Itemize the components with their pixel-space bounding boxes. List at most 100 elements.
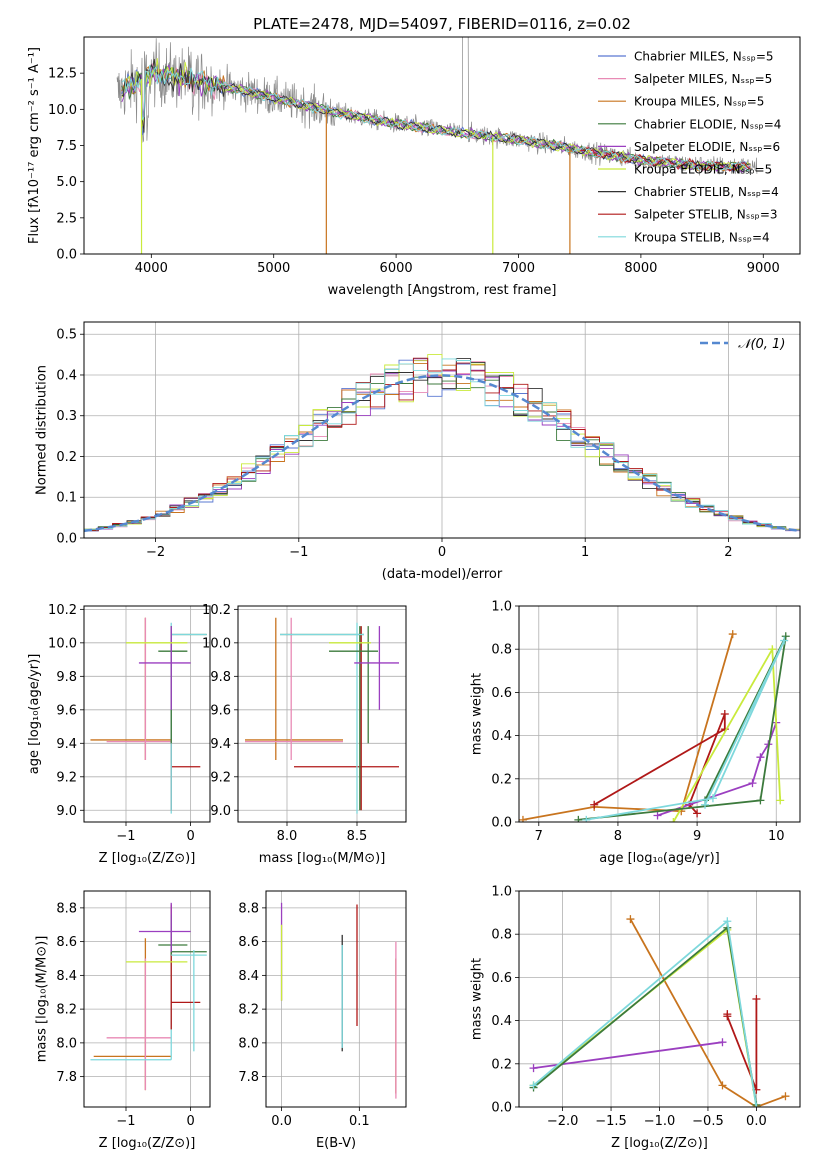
y-tick-label: 8.4	[238, 969, 259, 984]
mass-weight-line	[533, 1041, 723, 1069]
y-tick-label: 12.5	[48, 67, 77, 82]
y-tick-label: 0.5	[56, 328, 77, 343]
x-axis-label: (data-model)/error	[382, 567, 503, 582]
y-axis-label: age [log₁₀(age/yr)]	[27, 654, 42, 775]
y-tick-label: 9.0	[56, 804, 77, 819]
y-tick-label: 8.6	[238, 935, 259, 950]
mass-weight-marker	[718, 1081, 727, 1090]
axes-frame	[518, 890, 801, 1108]
axes-frame	[83, 605, 211, 823]
y-tick-label: 9.2	[56, 770, 77, 785]
x-tick-label: 9000	[747, 261, 780, 276]
mass-weight-marker	[768, 645, 777, 654]
plot-area-age_vs_mass	[245, 617, 399, 814]
x-tick-label: 0	[186, 1114, 194, 1129]
y-tick-label: 0.8	[491, 928, 512, 943]
y-tick-label: 0.0	[491, 1101, 512, 1116]
plot-area-mass_vs_Z	[90, 902, 207, 1091]
legend-label: Chabrier STELIB, Nₛₛₚ=4	[634, 185, 779, 199]
x-axis-label: mass [log₁₀(M/M⊙)]	[259, 851, 386, 866]
legend-label: Salpeter STELIB, Nₛₛₚ=3	[634, 208, 778, 222]
y-tick-label: 8.0	[56, 1036, 77, 1051]
x-tick-label: 8	[614, 829, 622, 844]
panel-age_vs_mass: 8.0 8.5 9.0 9.2 9.4 9.6 9.8 10.0 10.2 mass [log₁₀…	[202, 603, 407, 866]
panel-mass_weight_vs_Z: −2.0 −1.5 −1.0 −0.5 0.0 0.0 0.2 0.4 0.6 0.8 1.0 Z […	[470, 885, 801, 1151]
plot-area-age_vs_Z	[90, 617, 207, 814]
y-tick-label: 8.2	[56, 1003, 77, 1018]
x-tick-label: 0.0	[746, 1114, 767, 1129]
legend-label: Chabrier ELODIE, Nₛₛₚ=4	[634, 117, 781, 131]
y-tick-label: 9.6	[210, 703, 231, 718]
y-axis-label: mass weight	[470, 958, 485, 1040]
legend-label: Salpeter MILES, Nₛₛₚ=5	[634, 72, 772, 86]
y-tick-label: 10.2	[202, 603, 231, 618]
y-tick-label: 8.0	[238, 1036, 259, 1051]
mass-weight-marker	[701, 800, 710, 809]
x-tick-label: 0.0	[271, 1114, 292, 1129]
model-spectrum-line	[121, 64, 751, 172]
axes-frame	[518, 605, 801, 823]
y-tick-label: 0.8	[491, 643, 512, 658]
x-tick-label: 0.1	[349, 1114, 370, 1129]
x-tick-label: −1.5	[595, 1114, 627, 1129]
y-tick-label: 1.0	[491, 600, 512, 615]
panel-spectrum: 4000 5000 6000 7000 8000 9000 0.0 2.5 5.0 7.5 10.0…	[27, 36, 801, 298]
y-tick-label: 8.4	[56, 969, 77, 984]
legend-label: Salpeter ELODIE, Nₛₛₚ=6	[634, 140, 780, 154]
y-tick-label: 0.6	[491, 686, 512, 701]
panel-mass_weight_vs_age: 7 8 9 10 0.0 0.2 0.4 0.6 0.8 1.0 age [log₁₀(age/yr…	[470, 600, 801, 866]
y-tick-label: 9.8	[56, 670, 77, 685]
y-tick-label: 7.8	[238, 1070, 259, 1085]
mass-weight-marker	[728, 630, 737, 639]
legend-label: 𝒩(0, 1)	[738, 337, 785, 352]
x-tick-label: 8.5	[347, 829, 368, 844]
y-tick-label: 1.0	[491, 885, 512, 900]
panel-age_vs_Z: −1 0 9.0 9.2 9.4 9.6 9.8 10.0 10.2 Z [log₁₀(Z/Z⊙)…	[27, 603, 211, 866]
mass-weight-marker	[590, 800, 599, 809]
y-axis-label: Normed distribution	[35, 365, 50, 495]
x-axis-label: E(B-V)	[316, 1136, 356, 1151]
mass-weight-marker	[756, 753, 765, 762]
x-tick-label: 8.0	[277, 829, 298, 844]
axes-frame	[83, 36, 801, 255]
y-tick-label: 0.6	[491, 971, 512, 986]
panel-mass_vs_Z: −1 0 7.8 8.0 8.2 8.4 8.6 8.8 Z [log₁₀(Z/Z⊙)] mass…	[35, 890, 211, 1151]
mass-weight-marker	[582, 815, 591, 822]
plot-area-mass_weight_vs_age	[519, 630, 790, 822]
x-tick-label: −1	[116, 1114, 135, 1129]
x-tick-label: 5000	[257, 261, 290, 276]
x-tick-label: 0	[186, 829, 194, 844]
mass-weight-marker	[519, 815, 527, 822]
mass-weight-marker	[723, 1012, 732, 1021]
y-tick-label: 5.0	[56, 175, 77, 190]
plots-layer: 4000 5000 6000 7000 8000 90000.02.55.07.510.0…	[27, 36, 801, 1151]
y-tick-label: 9.4	[210, 737, 231, 752]
mass-weight-line	[629, 918, 786, 1107]
y-tick-label: 0.2	[491, 1057, 512, 1072]
mass-weight-line	[586, 640, 786, 821]
mass-weight-marker	[756, 796, 765, 805]
axes-frame	[83, 321, 801, 539]
panel-residual_hist: −2 −1 0 1 2 0.0 0.1 0.2 0.3 0.4 0.5 (data-model)/er…	[35, 321, 801, 582]
mass-weight-line	[522, 633, 734, 821]
mass-weight-marker	[708, 794, 717, 803]
y-tick-label: 8.8	[56, 901, 77, 916]
legend: Chabrier MILES, Nₛₛₚ=5 Salpeter MILES, Nₛ…	[598, 50, 781, 244]
y-axis-label: Flux [fλ10⁻¹⁷ erg cm⁻² s⁻¹ A⁻¹]	[27, 47, 42, 244]
x-axis-label: Z [log₁₀(Z/Z⊙)]	[99, 1136, 196, 1151]
x-tick-label: 4000	[135, 261, 168, 276]
mass-weight-marker	[626, 915, 635, 924]
y-tick-label: 9.6	[56, 703, 77, 718]
legend-label: Kroupa MILES, Nₛₛₚ=5	[634, 95, 764, 109]
x-tick-label: −2	[146, 545, 165, 560]
mass-weight-marker	[780, 636, 789, 645]
mass-weight-marker	[669, 818, 678, 822]
axes-frame	[237, 605, 407, 823]
y-tick-label: 10.0	[48, 636, 77, 651]
panel-ebv: 0.0 0.1 7.8 8.0 8.2 8.4 8.6 8.8 E(B-V)	[238, 890, 407, 1151]
plot-area-spectrum	[116, 37, 758, 254]
y-tick-label: 0.0	[56, 248, 77, 263]
x-axis-label: Z [log₁₀(Z/Z⊙)]	[99, 851, 196, 866]
x-tick-label: 1	[581, 545, 589, 560]
